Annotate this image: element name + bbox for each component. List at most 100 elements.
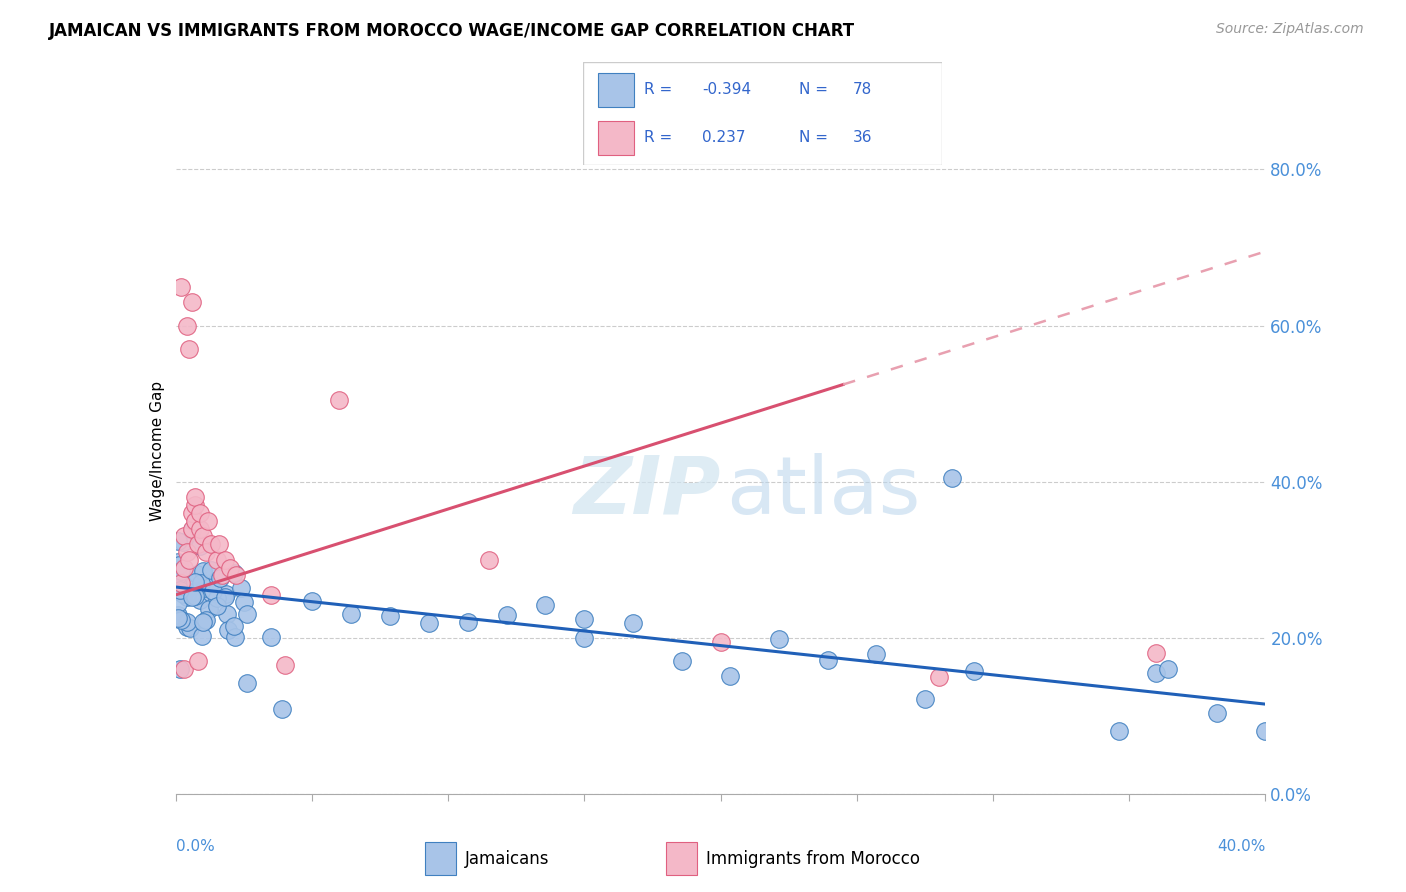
Point: [205, 599, 228, 613]
Point: [170, 613, 193, 627]
FancyBboxPatch shape: [425, 842, 456, 874]
Point: [167, 578, 190, 592]
Point: [170, 279, 193, 293]
Point: [173, 529, 195, 543]
Point: [1254, 724, 1277, 739]
Point: [865, 647, 887, 661]
Point: [176, 545, 198, 559]
Y-axis label: Wage/Income Gap: Wage/Income Gap: [149, 380, 165, 521]
Text: ZIP: ZIP: [574, 452, 721, 531]
Point: [209, 571, 232, 585]
Text: 78: 78: [852, 82, 872, 97]
Point: [167, 555, 190, 569]
Point: [167, 611, 190, 625]
Point: [418, 615, 440, 630]
Point: [184, 490, 207, 504]
Point: [260, 630, 283, 644]
Point: [205, 552, 228, 567]
Point: [173, 662, 195, 676]
Point: [378, 609, 401, 624]
Point: [176, 587, 198, 601]
Text: Immigrants from Morocco: Immigrants from Morocco: [706, 849, 920, 868]
Point: [181, 295, 204, 310]
Point: [201, 583, 224, 598]
Point: [301, 593, 323, 607]
Point: [817, 652, 839, 666]
Point: [928, 670, 950, 684]
Point: [170, 576, 193, 591]
Point: [191, 615, 214, 629]
Text: Jamaicans: Jamaicans: [465, 849, 550, 868]
Text: 0.0%: 0.0%: [176, 838, 215, 854]
Point: [205, 591, 228, 606]
Point: [194, 613, 217, 627]
Point: [183, 585, 205, 599]
Point: [1205, 706, 1227, 721]
Point: [167, 595, 190, 609]
Point: [457, 615, 479, 630]
Point: [211, 568, 233, 582]
Point: [179, 552, 201, 567]
Text: atlas: atlas: [725, 452, 921, 531]
Text: R =: R =: [644, 130, 682, 145]
Point: [191, 629, 214, 643]
FancyBboxPatch shape: [583, 62, 942, 165]
Point: [184, 514, 207, 528]
Point: [167, 558, 190, 572]
Point: [534, 598, 557, 612]
Point: [200, 586, 222, 600]
Point: [169, 662, 191, 676]
Point: [176, 615, 198, 629]
Point: [167, 568, 190, 582]
Point: [181, 521, 204, 535]
Text: 0.237: 0.237: [702, 130, 745, 145]
Point: [941, 471, 963, 485]
Point: [270, 702, 292, 716]
Point: [186, 654, 209, 668]
Point: [574, 631, 596, 645]
Point: [184, 498, 207, 512]
Point: [222, 618, 245, 632]
Point: [188, 521, 211, 535]
FancyBboxPatch shape: [598, 121, 634, 155]
Point: [167, 534, 190, 549]
Point: [179, 621, 201, 635]
Text: 40.0%: 40.0%: [1218, 838, 1265, 854]
Text: N =: N =: [799, 130, 832, 145]
Point: [710, 634, 733, 648]
Point: [194, 545, 217, 559]
Point: [495, 607, 517, 622]
Point: [718, 669, 741, 683]
Point: [186, 566, 208, 581]
Point: [260, 588, 283, 602]
Point: [478, 552, 501, 567]
Point: [229, 581, 252, 595]
Point: [328, 392, 350, 407]
Point: [1144, 665, 1167, 680]
Point: [193, 582, 215, 596]
Point: [1157, 662, 1180, 676]
Point: [574, 612, 596, 626]
Text: N =: N =: [799, 82, 832, 97]
Point: [167, 607, 190, 622]
Point: [197, 514, 219, 528]
Point: [193, 564, 215, 578]
Point: [188, 539, 211, 553]
Point: [190, 593, 212, 607]
Point: [236, 676, 259, 690]
Point: [200, 537, 222, 551]
Point: [170, 564, 193, 578]
Point: [215, 587, 238, 601]
Point: [200, 575, 222, 590]
Point: [217, 624, 239, 638]
Point: [225, 568, 247, 582]
Point: [172, 534, 194, 549]
FancyBboxPatch shape: [598, 73, 634, 106]
Point: [214, 552, 236, 567]
Point: [198, 602, 221, 616]
Point: [208, 537, 231, 551]
Point: [169, 583, 191, 598]
Point: [236, 607, 259, 621]
Point: [176, 620, 198, 634]
Text: Source: ZipAtlas.com: Source: ZipAtlas.com: [1216, 22, 1364, 37]
